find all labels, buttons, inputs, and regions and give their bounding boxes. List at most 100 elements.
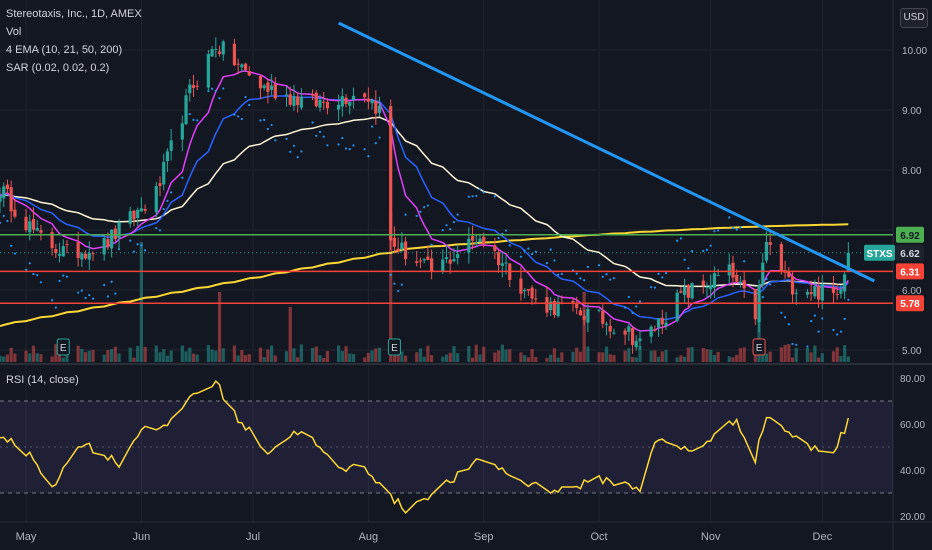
rsi-tick-label: 20.00 xyxy=(900,512,925,523)
sar-dot xyxy=(80,289,83,292)
sar-dot xyxy=(530,252,534,256)
candle-body xyxy=(87,253,91,260)
volume-bar xyxy=(39,354,43,362)
candle-body xyxy=(9,187,13,212)
sar-dot xyxy=(635,305,638,308)
sar-dot xyxy=(836,333,839,336)
volume-bar xyxy=(370,350,374,362)
sar-dot xyxy=(58,279,61,283)
sar-dot xyxy=(545,262,549,265)
sar-dot xyxy=(702,249,705,253)
sar-dot xyxy=(452,220,456,224)
candle-body xyxy=(709,285,713,290)
candle-body xyxy=(768,242,772,245)
sar-dot xyxy=(39,281,43,284)
candle-body xyxy=(534,298,538,300)
sar-dot xyxy=(248,103,251,107)
volume-bar xyxy=(322,357,326,362)
volume-bar xyxy=(430,355,434,362)
volume-bar xyxy=(604,346,609,362)
sar-dot xyxy=(318,130,322,133)
sar-dot xyxy=(787,323,790,326)
sar-dot xyxy=(170,191,173,194)
candle-body xyxy=(217,51,222,54)
candle-body xyxy=(608,325,612,332)
sar-dot xyxy=(482,191,485,194)
candle-body xyxy=(690,283,694,299)
sar-dot xyxy=(806,345,809,348)
trendline xyxy=(337,21,876,283)
candle-body xyxy=(441,259,445,272)
candle-body xyxy=(50,232,54,249)
candle-body xyxy=(612,332,616,334)
candle-body xyxy=(91,253,95,255)
volume-bar xyxy=(504,349,508,362)
volume-bar xyxy=(653,350,657,362)
last-price-label: 6.62 xyxy=(896,244,924,261)
symbol-label-box xyxy=(864,244,895,261)
sar-dot xyxy=(315,134,318,137)
rsi-tick-label: 60.00 xyxy=(900,420,925,431)
volume-bar xyxy=(110,349,114,362)
sar-dot xyxy=(583,279,586,282)
ema200-line xyxy=(0,223,849,327)
candle-body xyxy=(396,248,400,252)
volume-bar xyxy=(523,355,527,362)
sar-dot xyxy=(795,343,798,346)
sar-dot xyxy=(683,258,686,261)
volume-bar xyxy=(835,347,839,362)
sar-dot xyxy=(813,314,816,317)
volume-bar xyxy=(474,344,478,362)
volume-bar xyxy=(154,345,158,362)
candle-body xyxy=(716,275,720,277)
sar-dot xyxy=(192,118,195,121)
candle-body xyxy=(831,286,836,294)
volume-bar xyxy=(846,356,850,362)
volume-bar xyxy=(13,353,17,362)
candle-body xyxy=(578,310,583,316)
symbol-label: STXS xyxy=(864,244,895,261)
sar-dot xyxy=(705,248,709,251)
sar-dot xyxy=(77,291,80,294)
sar-dot xyxy=(367,154,370,158)
candle-body xyxy=(292,96,296,106)
volume-bar xyxy=(162,349,166,362)
candle-body xyxy=(5,184,10,190)
candle-body xyxy=(444,257,449,260)
candle-body xyxy=(493,245,497,251)
candle-body xyxy=(288,94,292,105)
volume-bar xyxy=(210,349,214,362)
candle-body xyxy=(389,106,393,241)
sar-dot xyxy=(62,274,65,277)
price-tick-label: 6.00 xyxy=(902,286,922,297)
volume-bar xyxy=(467,346,471,362)
sar-dot xyxy=(761,296,764,299)
sar-dot xyxy=(449,228,452,231)
candle-body xyxy=(630,328,635,346)
volume-bar xyxy=(180,345,184,362)
earnings-label: E xyxy=(391,343,398,354)
candle-body xyxy=(519,278,523,294)
time-tick-label: Oct xyxy=(590,531,607,543)
sar-dot xyxy=(560,272,563,276)
sar-dot xyxy=(549,248,552,251)
volume-bar xyxy=(444,354,449,362)
volume-bar xyxy=(299,344,303,362)
candle-body xyxy=(344,97,348,105)
volume-bar xyxy=(366,352,370,362)
candle-body xyxy=(422,259,426,261)
sar-dot xyxy=(743,260,746,263)
candle-body xyxy=(846,252,850,272)
sar-dot xyxy=(839,330,843,333)
candle-body xyxy=(132,210,136,220)
sar-dot xyxy=(132,250,136,253)
volume-bar xyxy=(28,353,32,362)
sar-dot xyxy=(285,137,288,140)
volume-bar xyxy=(76,345,80,362)
candle-body xyxy=(221,41,225,55)
sar-dot xyxy=(136,243,139,246)
candle-body xyxy=(154,186,158,213)
sar-dot xyxy=(638,300,642,303)
currency-button[interactable]: USD xyxy=(900,8,928,28)
